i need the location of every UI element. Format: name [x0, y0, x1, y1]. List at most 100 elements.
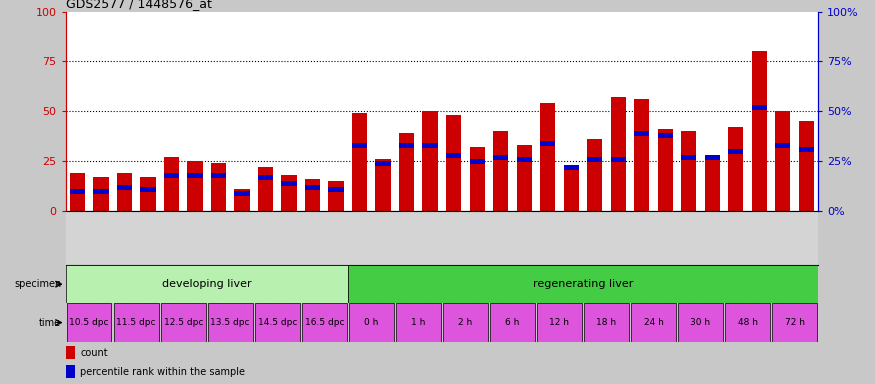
Bar	[328, 181, 344, 211]
Bar	[328, 187, 344, 192]
Bar	[423, 111, 438, 211]
Bar	[348, 265, 818, 303]
Bar	[540, 141, 556, 146]
Bar	[116, 185, 132, 190]
Bar	[564, 165, 579, 170]
Bar	[728, 149, 744, 154]
Bar	[658, 129, 673, 211]
Text: 1 h: 1 h	[411, 318, 425, 327]
Bar	[140, 187, 156, 192]
Bar	[140, 177, 156, 211]
Text: 16.5 dpc: 16.5 dpc	[304, 318, 344, 327]
Text: 10.5 dpc: 10.5 dpc	[69, 318, 108, 327]
Bar	[161, 303, 206, 342]
Bar	[446, 153, 461, 158]
Bar	[399, 133, 414, 211]
Bar	[728, 127, 744, 211]
Bar	[66, 346, 74, 359]
Bar	[302, 303, 347, 342]
Bar	[799, 147, 814, 152]
Bar	[540, 103, 556, 211]
Text: 12 h: 12 h	[550, 318, 570, 327]
Bar	[70, 173, 85, 211]
Bar	[282, 181, 297, 186]
Bar	[611, 157, 626, 162]
Bar	[681, 155, 696, 160]
Bar	[187, 173, 203, 178]
Bar	[208, 303, 253, 342]
Bar	[423, 143, 438, 148]
Text: count: count	[80, 348, 108, 358]
Bar	[164, 173, 179, 178]
Text: 12.5 dpc: 12.5 dpc	[164, 318, 203, 327]
Bar	[282, 175, 297, 211]
Bar	[234, 189, 249, 211]
Text: 14.5 dpc: 14.5 dpc	[257, 318, 297, 327]
Bar	[66, 265, 348, 303]
Bar	[94, 189, 108, 194]
Bar	[773, 303, 817, 342]
Text: specimen: specimen	[14, 279, 61, 289]
Bar	[631, 303, 676, 342]
Bar	[258, 175, 273, 180]
Bar	[66, 303, 111, 342]
Bar	[752, 105, 767, 110]
Bar	[399, 143, 414, 148]
Bar	[537, 303, 582, 342]
Bar	[493, 155, 508, 160]
Bar	[587, 139, 602, 211]
Bar	[443, 303, 487, 342]
Bar	[352, 143, 367, 148]
Bar	[470, 159, 485, 164]
Bar	[516, 157, 532, 162]
Bar	[611, 98, 626, 211]
Bar	[211, 173, 226, 178]
Bar	[634, 99, 649, 211]
Bar	[304, 179, 320, 211]
Bar	[681, 131, 696, 211]
Text: developing liver: developing liver	[162, 279, 251, 289]
Bar	[493, 131, 508, 211]
Bar	[375, 159, 391, 211]
Bar	[775, 111, 790, 211]
Bar	[775, 143, 790, 148]
Text: 0 h: 0 h	[364, 318, 379, 327]
Bar	[658, 133, 673, 138]
Bar	[678, 303, 723, 342]
Bar	[799, 121, 814, 211]
Bar	[258, 167, 273, 211]
Bar	[187, 161, 203, 211]
Text: percentile rank within the sample: percentile rank within the sample	[80, 367, 245, 377]
Bar	[114, 303, 158, 342]
Bar	[490, 303, 535, 342]
Text: 24 h: 24 h	[644, 318, 663, 327]
Text: GDS2577 / 1448576_at: GDS2577 / 1448576_at	[66, 0, 212, 10]
Bar	[584, 303, 629, 342]
Bar	[752, 51, 767, 211]
Bar	[725, 303, 770, 342]
Bar	[94, 177, 108, 211]
Bar	[516, 145, 532, 211]
Text: 48 h: 48 h	[738, 318, 758, 327]
Bar	[470, 147, 485, 211]
Text: 30 h: 30 h	[690, 318, 710, 327]
Bar	[116, 173, 132, 211]
Bar	[634, 131, 649, 136]
Bar	[349, 303, 394, 342]
Text: regenerating liver: regenerating liver	[533, 279, 634, 289]
Bar	[704, 155, 720, 160]
Text: 6 h: 6 h	[505, 318, 520, 327]
Bar	[352, 113, 367, 211]
Bar	[70, 189, 85, 194]
Bar	[211, 163, 226, 211]
Bar	[446, 115, 461, 211]
Bar	[164, 157, 179, 211]
Bar	[304, 185, 320, 190]
Text: 18 h: 18 h	[597, 318, 617, 327]
Text: time: time	[39, 318, 61, 328]
Bar	[255, 303, 299, 342]
Text: 72 h: 72 h	[785, 318, 805, 327]
Bar	[564, 169, 579, 211]
Text: 2 h: 2 h	[458, 318, 472, 327]
Bar	[704, 155, 720, 211]
